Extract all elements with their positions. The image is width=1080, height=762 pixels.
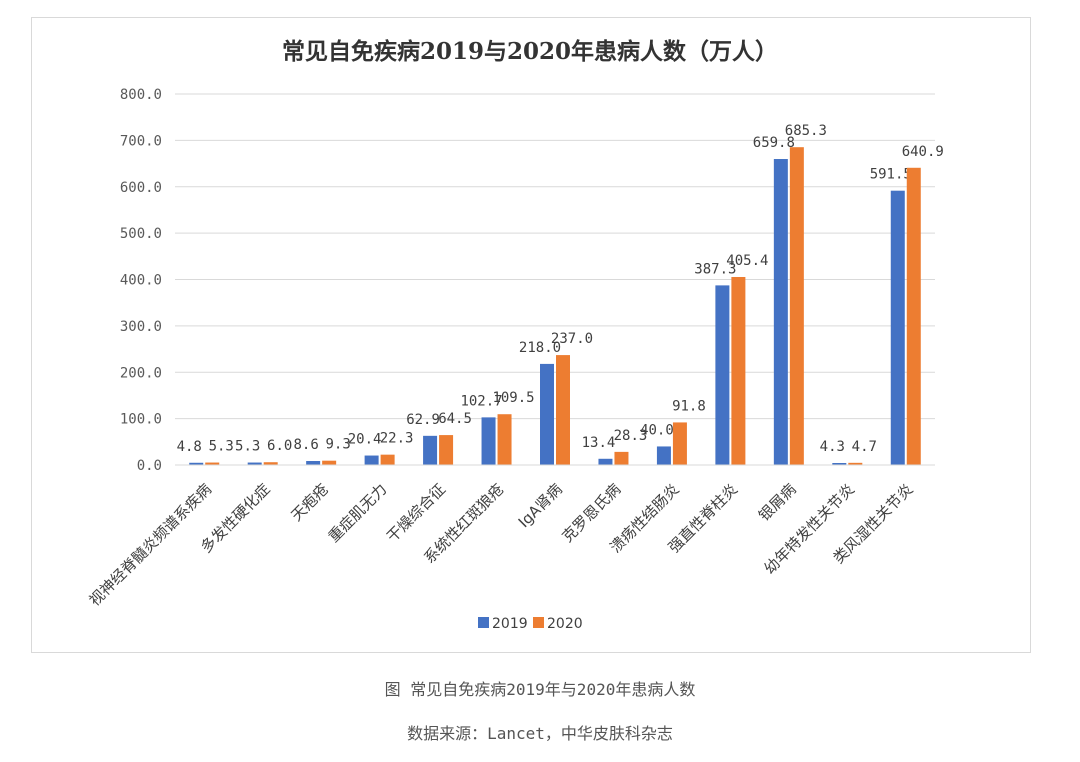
data-label-2020: 6.0 (267, 438, 292, 454)
x-tick-label: 重症肌无力 (325, 480, 391, 546)
bar-2019 (890, 190, 905, 465)
bar-2020 (322, 460, 337, 465)
y-tick-label: 600.0 (120, 180, 162, 196)
chart-title: 常见自免疾病2019与2020年患病人数（万人） (282, 38, 778, 65)
bar-2020 (672, 422, 687, 465)
data-label-2020: 91.8 (672, 398, 706, 414)
data-label-2019: 4.3 (820, 439, 845, 455)
y-tick-label: 100.0 (120, 412, 162, 428)
bar-2019 (481, 417, 496, 465)
data-label-2019: 218.0 (519, 340, 561, 356)
bars: 4.8 5.3 5.3 6.0 8.6 9.320.422.362.964.5102.71… (177, 123, 944, 465)
x-tick-label: 视神经脊髓炎频谱系疾病 (86, 480, 215, 609)
data-label-2019: 387.3 (694, 261, 736, 277)
data-label-2020: 685.3 (785, 123, 827, 139)
bar-2020 (731, 276, 746, 465)
bar-2019 (247, 462, 262, 465)
data-label-2020: 22.3 (380, 431, 414, 447)
data-label-2020: 9.3 (326, 437, 351, 453)
y-tick-label: 300.0 (120, 319, 162, 335)
bar-2019 (423, 435, 438, 465)
data-label-2020: 5.3 (209, 439, 234, 455)
y-tick-label: 0.0 (137, 458, 162, 474)
data-label-2020: 640.9 (902, 144, 944, 160)
chart-frame (31, 17, 1031, 653)
bar-2020 (497, 414, 512, 465)
data-label-2020: 405.4 (726, 253, 768, 269)
bar-2020 (380, 454, 395, 465)
bar-2020 (263, 462, 278, 465)
legend: 2019 2020 (478, 616, 583, 632)
y-tick-label: 400.0 (120, 273, 162, 289)
bar-chart: 常见自免疾病2019与2020年患病人数（万人） 0.0 100.0 200.0 30… (86, 38, 944, 632)
bar-2019 (189, 462, 204, 465)
y-tick-label: 700.0 (120, 133, 162, 149)
source-note: 数据来源：Lancet，中华皮肤科杂志 (407, 724, 673, 743)
data-label-2019: 62.9 (406, 412, 440, 428)
data-label-2019: 591.5 (870, 167, 912, 183)
bar-2020 (205, 462, 220, 465)
bar-2020 (848, 462, 863, 465)
data-label-2019: 4.8 (177, 439, 202, 455)
bar-2019 (540, 363, 554, 465)
bar-2019 (306, 461, 321, 465)
data-label-2019: 40.0 (640, 422, 674, 438)
bar-2019 (656, 446, 671, 465)
y-tick-label: 800.0 (120, 87, 162, 103)
bar-2020 (906, 167, 921, 465)
data-label-2020: 109.5 (492, 390, 534, 406)
bar-2019 (715, 285, 730, 465)
bar-2019 (598, 458, 613, 465)
x-tick-label: 天疱疮 (287, 480, 332, 525)
data-label-2020: 64.5 (438, 411, 472, 427)
data-label-2019: 102.7 (460, 393, 502, 409)
bar-2020 (439, 435, 454, 465)
y-tick-label: 500.0 (120, 226, 162, 242)
legend-label-2019: 2019 (492, 616, 528, 632)
bar-2019 (773, 159, 788, 465)
data-label-2019: 659.8 (753, 135, 795, 151)
x-tick-label: 银屑病 (755, 480, 800, 525)
y-tick-label: 200.0 (120, 365, 162, 381)
data-label-2020: 28.3 (614, 428, 648, 444)
x-tick-label: IgA肾病 (515, 480, 566, 531)
bar-2020 (789, 147, 804, 465)
data-label-2019: 13.4 (582, 435, 616, 451)
data-label-2019: 8.6 (294, 437, 319, 453)
figure-caption: 图 常见自免疾病2019年与2020年患病人数 (384, 680, 696, 699)
legend-swatch-2019 (478, 617, 489, 628)
bar-2019 (832, 463, 847, 465)
data-label-2019: 5.3 (235, 439, 260, 455)
data-label-2020: 4.7 (852, 439, 877, 455)
bar-2019 (364, 455, 379, 465)
data-label-2020: 237.0 (551, 331, 593, 347)
y-axis: 0.0 100.0 200.0 300.0 400.0 500.0 600.0 700.0 80… (120, 87, 162, 474)
gridlines (175, 93, 935, 466)
data-label-2019: 20.4 (348, 432, 382, 448)
bar-2020 (614, 451, 629, 465)
legend-swatch-2020 (533, 617, 544, 628)
bar-2020 (556, 355, 570, 465)
legend-label-2020: 2020 (547, 616, 583, 632)
